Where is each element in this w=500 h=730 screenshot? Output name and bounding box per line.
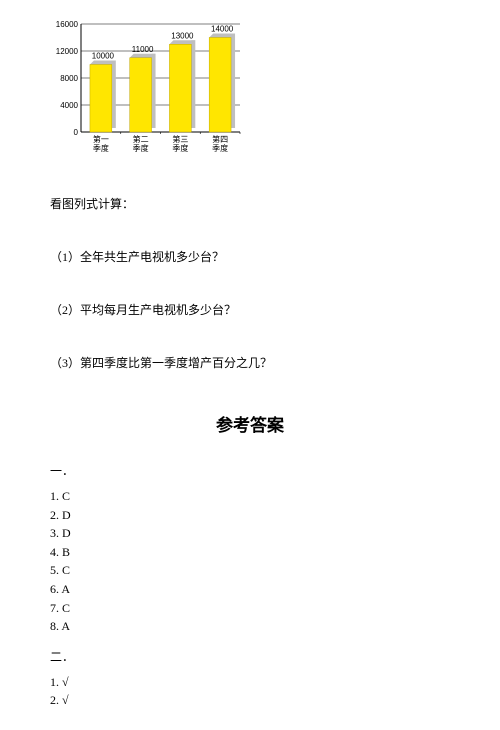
answer-2-1: 1. √: [50, 673, 450, 692]
question-2: （2）平均每月生产电视机多少台？: [50, 301, 450, 318]
svg-text:第一: 第一: [93, 134, 109, 144]
svg-text:季度: 季度: [172, 143, 188, 153]
svg-text:12000: 12000: [56, 47, 79, 56]
svg-text:4000: 4000: [60, 101, 78, 110]
svg-text:10000: 10000: [92, 52, 115, 61]
svg-text:16000: 16000: [56, 20, 79, 29]
svg-text:13000: 13000: [171, 31, 194, 40]
svg-text:8000: 8000: [60, 74, 78, 83]
answer-1-3: 3. D: [50, 524, 450, 543]
bar-chart: 040008000120001600010000第一季度11000第二季度130…: [46, 10, 450, 165]
svg-text:第二: 第二: [133, 134, 149, 144]
section-2-label: 二．: [50, 648, 450, 665]
answers-title: 参考答案: [50, 411, 450, 436]
svg-text:季度: 季度: [133, 143, 149, 153]
answer-2-2: 2. √: [50, 691, 450, 710]
svg-text:14000: 14000: [211, 25, 234, 34]
answer-1-4: 4. B: [50, 543, 450, 562]
svg-text:季度: 季度: [212, 143, 228, 153]
question-1: （1）全年共生产电视机多少台？: [50, 248, 450, 265]
answer-1-1: 1. C: [50, 487, 450, 506]
answer-1-5: 5. C: [50, 561, 450, 580]
svg-text:第四: 第四: [212, 134, 228, 144]
svg-text:季度: 季度: [93, 143, 109, 153]
question-3: （3）第四季度比第一季度增产百分之几？: [50, 354, 450, 371]
svg-text:第三: 第三: [172, 134, 188, 144]
answer-1-6: 6. A: [50, 580, 450, 599]
chart-svg: 040008000120001600010000第一季度11000第二季度130…: [46, 10, 246, 160]
chart-prompt: 看图列式计算：: [50, 195, 450, 212]
svg-text:11000: 11000: [132, 45, 154, 54]
answer-1-8: 8. A: [50, 617, 450, 636]
section-1-label: 一．: [50, 462, 450, 479]
answer-1-7: 7. C: [50, 599, 450, 618]
answer-1-2: 2. D: [50, 506, 450, 525]
svg-text:0: 0: [74, 128, 79, 137]
